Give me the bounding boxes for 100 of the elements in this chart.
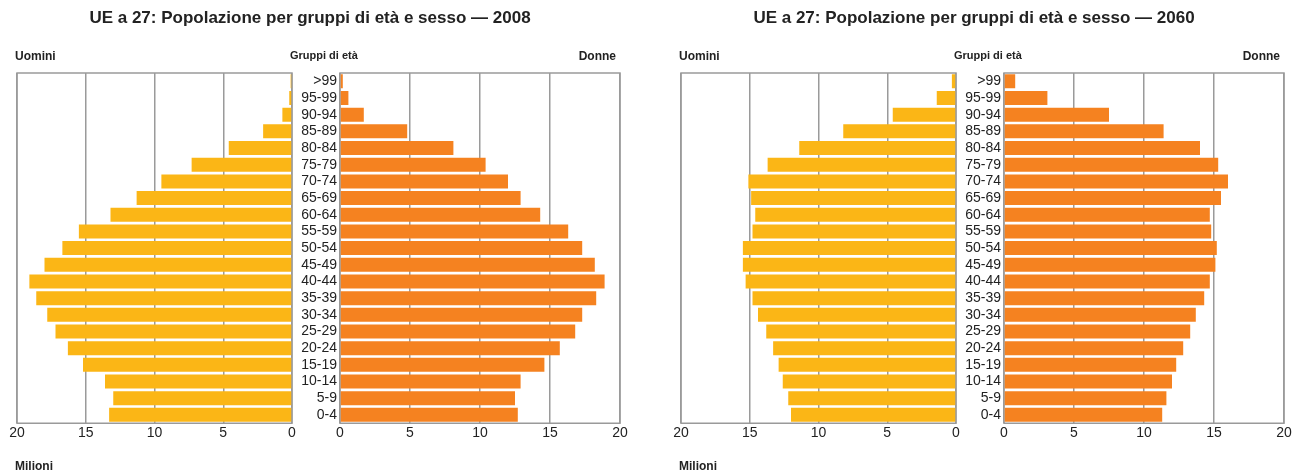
y-tick-label: 0-4	[316, 405, 338, 422]
bar	[1004, 191, 1221, 206]
y-tick-label: 60-64	[301, 205, 338, 222]
x-tick-label: 15	[741, 424, 758, 441]
bar	[110, 207, 292, 222]
bar	[1004, 91, 1048, 106]
y-tick-label: 15-19	[301, 355, 338, 372]
bar	[1004, 124, 1164, 139]
text: Uomini	[15, 49, 56, 63]
bar	[340, 357, 545, 372]
y-tick-label: 40-44	[965, 272, 1002, 289]
bar	[799, 141, 956, 156]
bar	[44, 257, 292, 272]
x-tick-label: 10	[472, 424, 488, 441]
bar	[55, 324, 292, 339]
bar	[788, 391, 956, 406]
text: Donne	[578, 49, 616, 63]
bar	[1004, 391, 1167, 406]
y-tick-label: 10-14	[965, 372, 1002, 389]
bar	[1004, 291, 1205, 306]
bar	[29, 274, 292, 289]
x-tick-label: 15	[1206, 424, 1222, 441]
bar	[1004, 74, 1016, 89]
bar	[1004, 257, 1216, 272]
y-tick-label: 85-89	[965, 122, 1002, 139]
x-tick-label: 20	[9, 424, 25, 441]
bar	[340, 107, 364, 122]
x-tick-label: 15	[77, 424, 94, 441]
bar	[340, 257, 595, 272]
bar	[136, 191, 292, 206]
bar	[105, 374, 292, 389]
y-tick-label: 95-99	[965, 88, 1002, 105]
bar	[340, 341, 560, 356]
bar	[1004, 141, 1200, 156]
bar	[745, 274, 956, 289]
bar	[340, 374, 521, 389]
x-tick-label: 0	[952, 424, 961, 441]
x-tick-label: 15	[542, 424, 558, 441]
bar	[191, 157, 292, 172]
bar	[742, 241, 956, 256]
bar	[1004, 324, 1191, 339]
bar	[340, 274, 605, 289]
x-tick-label: 10	[1136, 424, 1152, 441]
bar	[1004, 207, 1210, 222]
y-tick-label: 45-49	[301, 255, 338, 272]
bar	[340, 291, 597, 306]
x-tick-label: 5	[406, 424, 415, 441]
bar	[1004, 407, 1163, 422]
bar	[1004, 374, 1172, 389]
y-tick-label: 95-99	[301, 88, 338, 105]
bar	[340, 141, 454, 156]
bar	[1004, 307, 1196, 322]
bar	[47, 307, 292, 322]
bar	[340, 74, 343, 89]
y-tick-label: 25-29	[301, 322, 338, 339]
x-tick-label: 0	[1000, 424, 1009, 441]
y-tick-label: >99	[313, 72, 338, 89]
bar	[113, 391, 292, 406]
bar	[1004, 357, 1177, 372]
y-tick-label: 5-9	[316, 389, 338, 406]
bar	[742, 257, 956, 272]
chart-title: UE a 27: Popolazione per gruppi di età e sesso — 2008	[88, 8, 532, 28]
y-tick-label: 15-19	[965, 355, 1002, 372]
y-tick-label: 40-44	[301, 272, 338, 289]
bar	[791, 407, 956, 422]
y-tick-label: 30-34	[965, 305, 1002, 322]
bar	[767, 157, 956, 172]
bar	[109, 407, 292, 422]
y-tick-label: 75-79	[301, 155, 338, 172]
bar	[778, 357, 956, 372]
bar	[751, 191, 956, 206]
y-tick-label: 50-54	[301, 238, 338, 255]
x-tick-label: 5	[219, 424, 228, 441]
y-tick-label: 20-24	[965, 339, 1002, 356]
x-tick-label: 10	[810, 424, 827, 441]
bar	[752, 224, 956, 239]
y-tick-label: 90-94	[965, 105, 1002, 122]
bar	[766, 324, 956, 339]
bar	[340, 157, 486, 172]
y-tick-label: 35-39	[965, 288, 1002, 305]
y-tick-label: 85-89	[301, 122, 338, 139]
bar	[78, 224, 292, 239]
x-tick-label: 0	[336, 424, 345, 441]
bar	[936, 91, 956, 106]
bar	[748, 174, 956, 189]
x-tick-label: 10	[146, 424, 163, 441]
y-tick-label: 30-34	[301, 305, 338, 322]
x-tick-label: 5	[883, 424, 892, 441]
x-tick-label: 20	[612, 424, 628, 441]
y-tick-label: 35-39	[301, 288, 338, 305]
y-tick-label: 45-49	[965, 255, 1002, 272]
bar	[161, 174, 292, 189]
bar	[1004, 241, 1217, 256]
bar	[340, 224, 569, 239]
bar	[782, 374, 956, 389]
bar	[340, 307, 583, 322]
x-tick-label: 20	[673, 424, 689, 441]
text: Donne	[1242, 49, 1280, 63]
bar	[1004, 174, 1228, 189]
y-tick-label: 55-59	[301, 222, 338, 239]
